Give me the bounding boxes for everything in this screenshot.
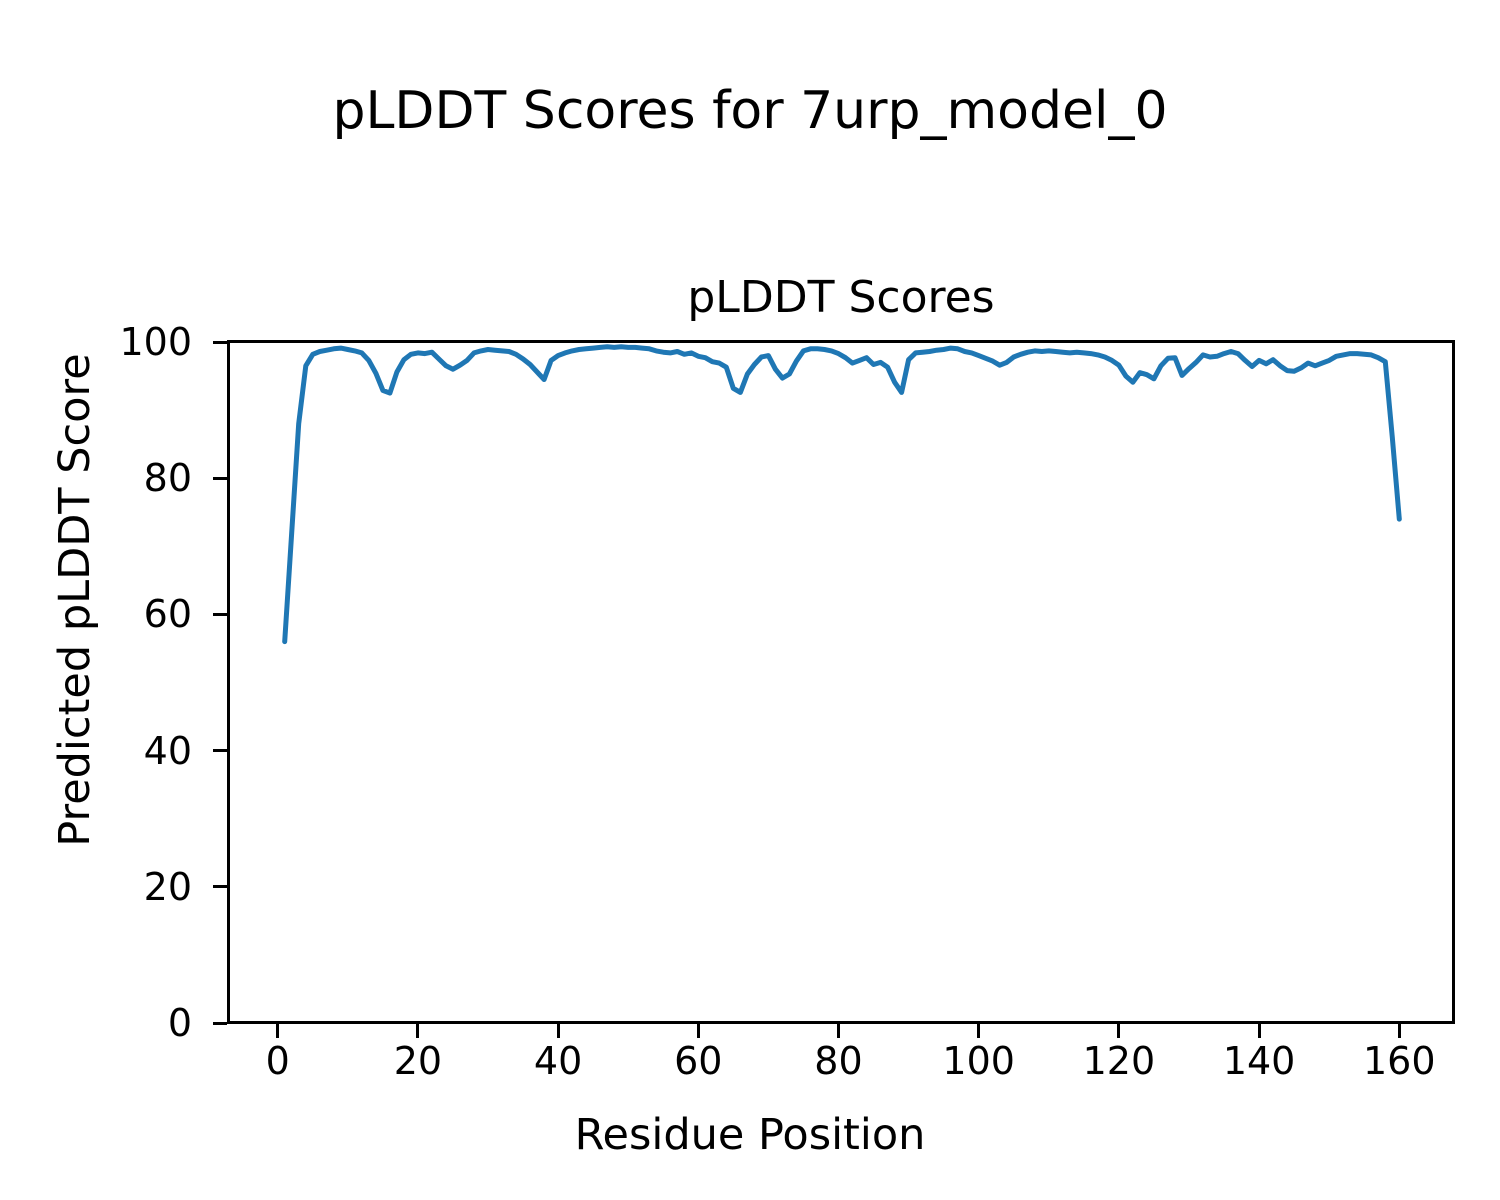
y-tick-mark — [213, 476, 227, 480]
x-tick-label: 20 — [393, 1039, 443, 1083]
x-tick-label: 140 — [1222, 1039, 1296, 1083]
x-tick-mark — [416, 1024, 420, 1038]
y-tick-mark — [213, 885, 227, 889]
y-tick-mark — [213, 749, 227, 753]
y-tick-label: 100 — [119, 320, 192, 364]
x-tick-label: 60 — [674, 1039, 723, 1083]
axes-frame — [227, 340, 1455, 1024]
x-tick-mark — [276, 1024, 280, 1038]
x-tick-label: 100 — [942, 1039, 1015, 1083]
x-tick-mark — [836, 1024, 840, 1038]
x-axis-label: Residue Position — [574, 1110, 926, 1160]
x-tick-label: 160 — [1363, 1039, 1436, 1083]
x-tick-label: 120 — [1082, 1039, 1156, 1083]
y-tick-label: 40 — [143, 728, 192, 773]
x-tick-mark — [977, 1024, 981, 1038]
x-tick-label: 40 — [533, 1039, 583, 1083]
x-tick-label: 0 — [265, 1039, 290, 1083]
plddt-line — [282, 344, 1402, 645]
x-tick-label: 80 — [814, 1039, 863, 1083]
y-tick-mark — [213, 612, 227, 616]
x-tick-mark — [556, 1024, 560, 1038]
y-tick-label: 0 — [167, 1001, 192, 1045]
y-tick-mark — [213, 340, 227, 344]
y-tick-label: 60 — [143, 592, 192, 637]
y-tick-mark — [213, 1021, 227, 1025]
x-tick-mark — [1117, 1024, 1121, 1038]
x-tick-mark — [696, 1024, 700, 1038]
axes-title: pLDDT Scores — [687, 272, 995, 323]
x-tick-mark — [1397, 1024, 1401, 1038]
y-tick-label: 80 — [143, 456, 192, 501]
y-axis-label: Predicted pLDDT Score — [50, 353, 101, 847]
x-tick-mark — [1257, 1024, 1261, 1038]
y-tick-label: 20 — [143, 864, 192, 909]
figure-title: pLDDT Scores for 7urp_model_0 — [332, 81, 1168, 141]
